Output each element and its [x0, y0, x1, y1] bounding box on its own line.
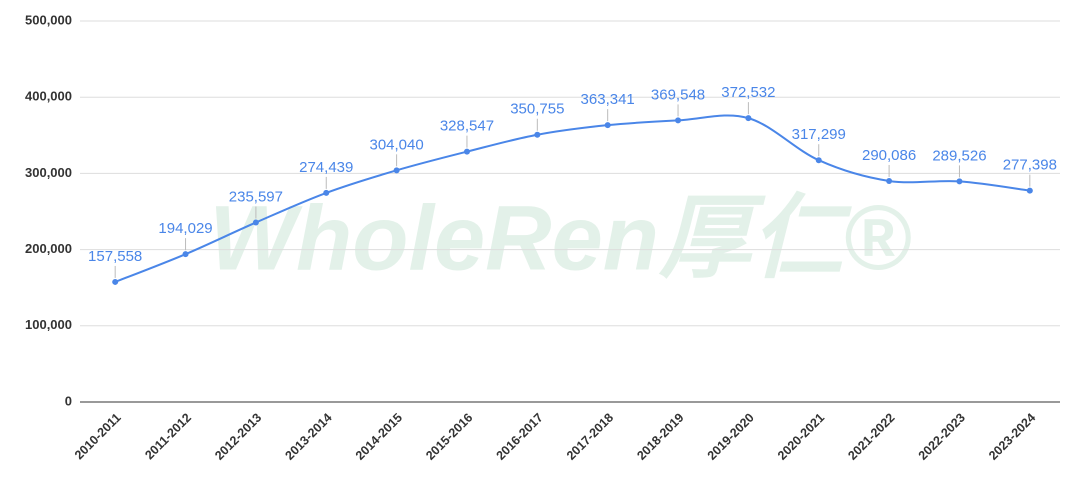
data-point [886, 177, 893, 184]
data-point [112, 278, 119, 285]
data-point [675, 117, 682, 124]
data-label: 235,597 [229, 188, 283, 205]
data-label: 274,439 [299, 159, 353, 176]
data-label: 304,040 [369, 136, 423, 153]
y-tick-label: 0 [65, 393, 72, 408]
x-tick-label: 2019-2020 [705, 411, 757, 463]
data-point [1026, 187, 1033, 194]
data-label: 157,558 [88, 248, 142, 265]
y-tick-label: 300,000 [25, 165, 72, 180]
data-point [323, 189, 330, 196]
data-point [393, 167, 400, 174]
x-tick-label: 2014-2015 [353, 411, 405, 463]
data-point [182, 251, 189, 258]
y-tick-label: 500,000 [25, 12, 72, 27]
data-point [745, 115, 752, 122]
data-point [534, 131, 541, 138]
x-tick-label: 2023-2024 [986, 411, 1038, 463]
x-tick-label: 2011-2012 [142, 411, 194, 463]
data-label: 290,086 [862, 147, 916, 164]
data-label: 317,299 [792, 126, 846, 143]
x-tick-label: 2020-2021 [775, 411, 827, 463]
data-label: 369,548 [651, 86, 705, 103]
data-label: 277,398 [1003, 157, 1057, 174]
data-point [956, 178, 963, 185]
x-tick-label: 2016-2017 [494, 411, 546, 463]
x-tick-label: 2010-2011 [72, 411, 124, 463]
x-tick-label: 2015-2016 [423, 411, 475, 463]
data-label: 289,526 [932, 147, 986, 164]
data-label: 350,755 [510, 101, 564, 118]
data-point [604, 122, 611, 129]
x-tick-label: 2013-2014 [283, 411, 335, 463]
x-tick-label: 2021-2022 [845, 411, 897, 463]
data-line [114, 114, 1030, 283]
data-label: 363,341 [581, 91, 635, 108]
y-tick-label: 100,000 [25, 317, 72, 332]
x-tick-label: 2022-2023 [916, 411, 968, 463]
x-tick-label: 2018-2019 [634, 411, 686, 463]
x-tick-label: 2017-2018 [564, 411, 616, 463]
x-tick-label: 2012-2013 [212, 411, 264, 463]
data-point [252, 219, 259, 226]
data-label: 372,532 [721, 84, 775, 101]
data-point [815, 157, 822, 164]
y-tick-label: 200,000 [25, 241, 72, 256]
data-point [463, 148, 470, 155]
watermark: WholeRen厚仁® [209, 187, 911, 289]
y-tick-label: 400,000 [25, 89, 72, 104]
data-label: 194,029 [158, 220, 212, 237]
data-label: 328,547 [440, 118, 494, 135]
